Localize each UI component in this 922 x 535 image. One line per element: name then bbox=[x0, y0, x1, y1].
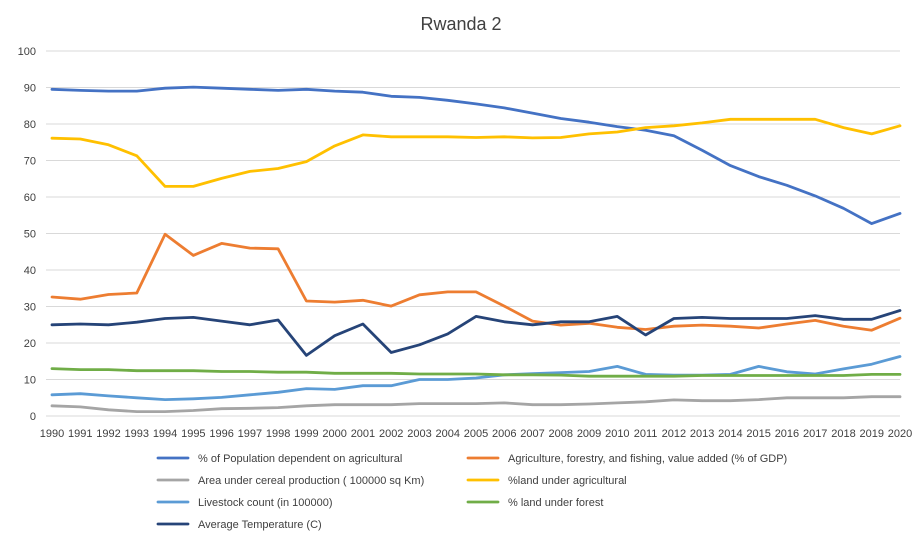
x-tick-label: 1991 bbox=[68, 428, 92, 440]
x-tick-label: 2008 bbox=[549, 428, 573, 440]
series-line-4 bbox=[50, 117, 902, 188]
x-tick-label: 2016 bbox=[775, 428, 799, 440]
y-tick-label: 0 bbox=[30, 411, 36, 423]
x-tick-label: 2005 bbox=[464, 428, 488, 440]
x-tick-label: 1992 bbox=[96, 428, 120, 440]
legend-label: % land under forest bbox=[508, 497, 603, 509]
x-tick-label: 1996 bbox=[209, 428, 233, 440]
x-tick-label: 2020 bbox=[888, 428, 912, 440]
x-tick-label: 1998 bbox=[266, 428, 290, 440]
y-tick-label: 30 bbox=[24, 302, 36, 314]
series-lines bbox=[50, 85, 902, 414]
x-tick-label: 1994 bbox=[153, 428, 177, 440]
x-tick-label: 2014 bbox=[718, 428, 742, 440]
x-tick-label: 1997 bbox=[238, 428, 262, 440]
series-line-1 bbox=[50, 85, 902, 226]
y-tick-label: 80 bbox=[24, 119, 36, 131]
x-tick-label: 2000 bbox=[322, 428, 346, 440]
legend-label: Area under cereal production ( 100000 sq… bbox=[198, 475, 424, 487]
x-tick-label: 2011 bbox=[634, 428, 658, 440]
legend-label: % of Population dependent on agricultura… bbox=[198, 453, 402, 465]
series-line-6 bbox=[50, 367, 902, 378]
series-line-3 bbox=[50, 395, 902, 414]
series-line-7 bbox=[50, 309, 902, 357]
y-tick-label: 20 bbox=[24, 338, 36, 350]
x-tick-label: 2009 bbox=[577, 428, 601, 440]
x-tick-label: 2018 bbox=[831, 428, 855, 440]
x-tick-label: 2002 bbox=[379, 428, 403, 440]
x-axis-tick-labels: 1990 1991 1992 1993 1994 1995 1996 1997 1998 1999… bbox=[40, 428, 912, 440]
x-tick-label: 2001 bbox=[351, 428, 375, 440]
legend-label: Livestock count (in 100000) bbox=[198, 497, 333, 509]
x-tick-label: 1993 bbox=[125, 428, 149, 440]
x-tick-label: 2004 bbox=[435, 428, 459, 440]
x-tick-label: 2013 bbox=[690, 428, 714, 440]
legend-label: %land under agricultural bbox=[508, 475, 627, 487]
x-tick-label: 2017 bbox=[803, 428, 827, 440]
y-tick-label: 70 bbox=[24, 156, 36, 168]
y-tick-label: 40 bbox=[24, 265, 36, 277]
y-tick-label: 90 bbox=[24, 83, 36, 95]
x-tick-label: 2019 bbox=[859, 428, 883, 440]
legend-label: Average Temperature (C) bbox=[198, 519, 322, 531]
x-tick-label: 1999 bbox=[294, 428, 318, 440]
legend: % of Population dependent on agricultura… bbox=[156, 453, 787, 531]
x-tick-label: 2007 bbox=[520, 428, 544, 440]
y-tick-label: 60 bbox=[24, 192, 36, 204]
legend-label: Agriculture, forestry, and fishing, valu… bbox=[508, 453, 787, 465]
chart-title: Rwanda 2 bbox=[420, 14, 501, 34]
y-tick-label: 50 bbox=[24, 229, 36, 241]
x-tick-label: 2010 bbox=[605, 428, 629, 440]
series-line-2 bbox=[50, 232, 902, 332]
x-tick-label: 2006 bbox=[492, 428, 516, 440]
x-tick-label: 1990 bbox=[40, 428, 64, 440]
y-axis-tick-labels: 0 10 20 30 40 50 60 70 80 90 100 bbox=[18, 46, 36, 423]
y-tick-label: 100 bbox=[18, 46, 36, 58]
x-tick-label: 2015 bbox=[746, 428, 770, 440]
x-tick-label: 2012 bbox=[662, 428, 686, 440]
series-line-5 bbox=[50, 355, 902, 402]
y-tick-label: 10 bbox=[24, 375, 36, 387]
x-tick-label: 1995 bbox=[181, 428, 205, 440]
x-tick-label: 2003 bbox=[407, 428, 431, 440]
